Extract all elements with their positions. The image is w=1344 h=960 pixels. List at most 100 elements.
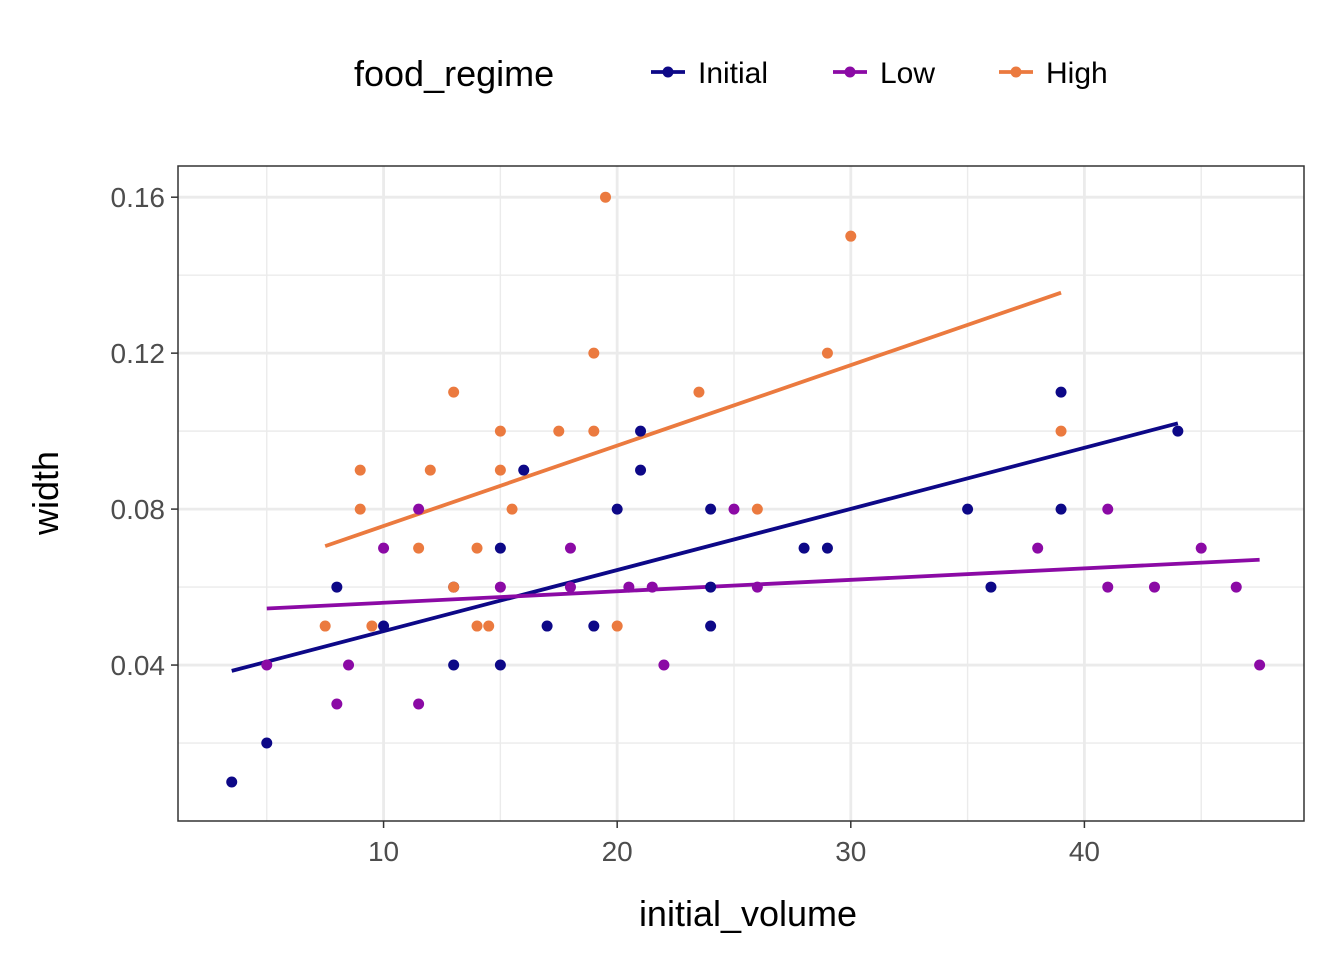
point-high bbox=[494, 425, 506, 437]
legend-items: Initial Low High bbox=[651, 57, 1108, 90]
point-high bbox=[506, 503, 518, 515]
point-initial bbox=[798, 542, 810, 554]
minor-gridlines bbox=[178, 166, 1304, 821]
point-high bbox=[483, 620, 495, 632]
point-high bbox=[448, 581, 460, 593]
point-high bbox=[413, 542, 425, 554]
point-initial bbox=[1055, 503, 1067, 515]
point-high bbox=[354, 464, 366, 476]
point-high bbox=[424, 464, 436, 476]
point-initial bbox=[541, 620, 553, 632]
point-low bbox=[623, 581, 635, 593]
point-high bbox=[494, 464, 506, 476]
x-tick-label: 30 bbox=[835, 836, 866, 867]
y-tick-label: 0.16 bbox=[111, 182, 166, 213]
point-high bbox=[471, 620, 483, 632]
point-low bbox=[343, 659, 355, 671]
point-low bbox=[1148, 581, 1160, 593]
point-low bbox=[1102, 503, 1114, 515]
point-initial bbox=[635, 425, 647, 437]
y-axis: 0.04 0.08 0.12 0.16 bbox=[111, 182, 178, 681]
x-tick-label: 40 bbox=[1069, 836, 1100, 867]
x-tick-label: 10 bbox=[368, 836, 399, 867]
point-initial bbox=[962, 503, 974, 515]
point-low bbox=[751, 581, 763, 593]
legend-key-point bbox=[1010, 66, 1022, 78]
x-tick-label: 20 bbox=[602, 836, 633, 867]
point-high bbox=[448, 386, 460, 398]
point-initial bbox=[821, 542, 833, 554]
point-low bbox=[1254, 659, 1266, 671]
x-axis: 10 20 30 40 bbox=[368, 821, 1100, 867]
point-low bbox=[1195, 542, 1207, 554]
legend-item-initial: Initial bbox=[651, 57, 768, 90]
point-low bbox=[564, 542, 576, 554]
point-initial bbox=[588, 620, 600, 632]
point-low bbox=[413, 503, 425, 515]
point-initial bbox=[518, 464, 530, 476]
x-axis-title: initial_volume bbox=[639, 893, 857, 934]
point-initial bbox=[985, 581, 997, 593]
point-low bbox=[728, 503, 740, 515]
point-high bbox=[751, 503, 763, 515]
point-initial bbox=[448, 659, 460, 671]
y-axis-title: width bbox=[25, 451, 66, 536]
legend-title: food_regime bbox=[354, 53, 554, 94]
legend: food_regime Initial Low High bbox=[354, 53, 1108, 94]
trend-lines bbox=[231, 290, 1260, 673]
y-tick-label: 0.12 bbox=[111, 338, 166, 369]
point-initial bbox=[378, 620, 390, 632]
point-initial bbox=[705, 581, 717, 593]
legend-key-point bbox=[844, 66, 856, 78]
legend-item-high: High bbox=[999, 57, 1108, 90]
legend-item-low: Low bbox=[833, 57, 935, 90]
panel-background bbox=[178, 166, 1304, 821]
point-low bbox=[1032, 542, 1044, 554]
trend-line-high bbox=[324, 290, 1062, 548]
point-high bbox=[600, 191, 612, 203]
point-low bbox=[331, 698, 343, 710]
plot-panel bbox=[177, 165, 1305, 822]
point-high bbox=[319, 620, 331, 632]
point-low bbox=[658, 659, 670, 671]
point-high bbox=[1055, 425, 1067, 437]
y-tick-label: 0.08 bbox=[111, 494, 166, 525]
point-low bbox=[564, 581, 576, 593]
point-low bbox=[413, 698, 425, 710]
point-high bbox=[354, 503, 366, 515]
legend-label: High bbox=[1046, 57, 1108, 90]
point-high bbox=[471, 542, 483, 554]
point-initial bbox=[226, 776, 238, 788]
point-high bbox=[693, 386, 705, 398]
point-high bbox=[588, 425, 600, 437]
point-initial bbox=[705, 620, 717, 632]
point-high bbox=[821, 347, 833, 359]
legend-key-point bbox=[662, 66, 674, 78]
point-high bbox=[845, 230, 857, 242]
point-low bbox=[1230, 581, 1242, 593]
point-initial bbox=[1055, 386, 1067, 398]
point-initial bbox=[494, 659, 506, 671]
point-high bbox=[611, 620, 623, 632]
point-high bbox=[588, 347, 600, 359]
legend-label: Initial bbox=[698, 57, 768, 90]
point-initial bbox=[611, 503, 623, 515]
point-low bbox=[646, 581, 658, 593]
point-initial bbox=[635, 464, 647, 476]
point-low bbox=[378, 542, 390, 554]
point-low bbox=[261, 659, 273, 671]
data-points bbox=[226, 191, 1266, 788]
panel-border bbox=[177, 165, 1305, 822]
point-initial bbox=[494, 542, 506, 554]
point-low bbox=[1102, 581, 1114, 593]
point-initial bbox=[1172, 425, 1184, 437]
point-initial bbox=[331, 581, 343, 593]
y-tick-label: 0.04 bbox=[111, 650, 166, 681]
major-gridlines bbox=[178, 166, 1304, 821]
point-high bbox=[366, 620, 378, 632]
legend-label: Low bbox=[880, 57, 935, 90]
trend-line-low bbox=[266, 557, 1260, 611]
point-high bbox=[553, 425, 565, 437]
point-initial bbox=[705, 503, 717, 515]
